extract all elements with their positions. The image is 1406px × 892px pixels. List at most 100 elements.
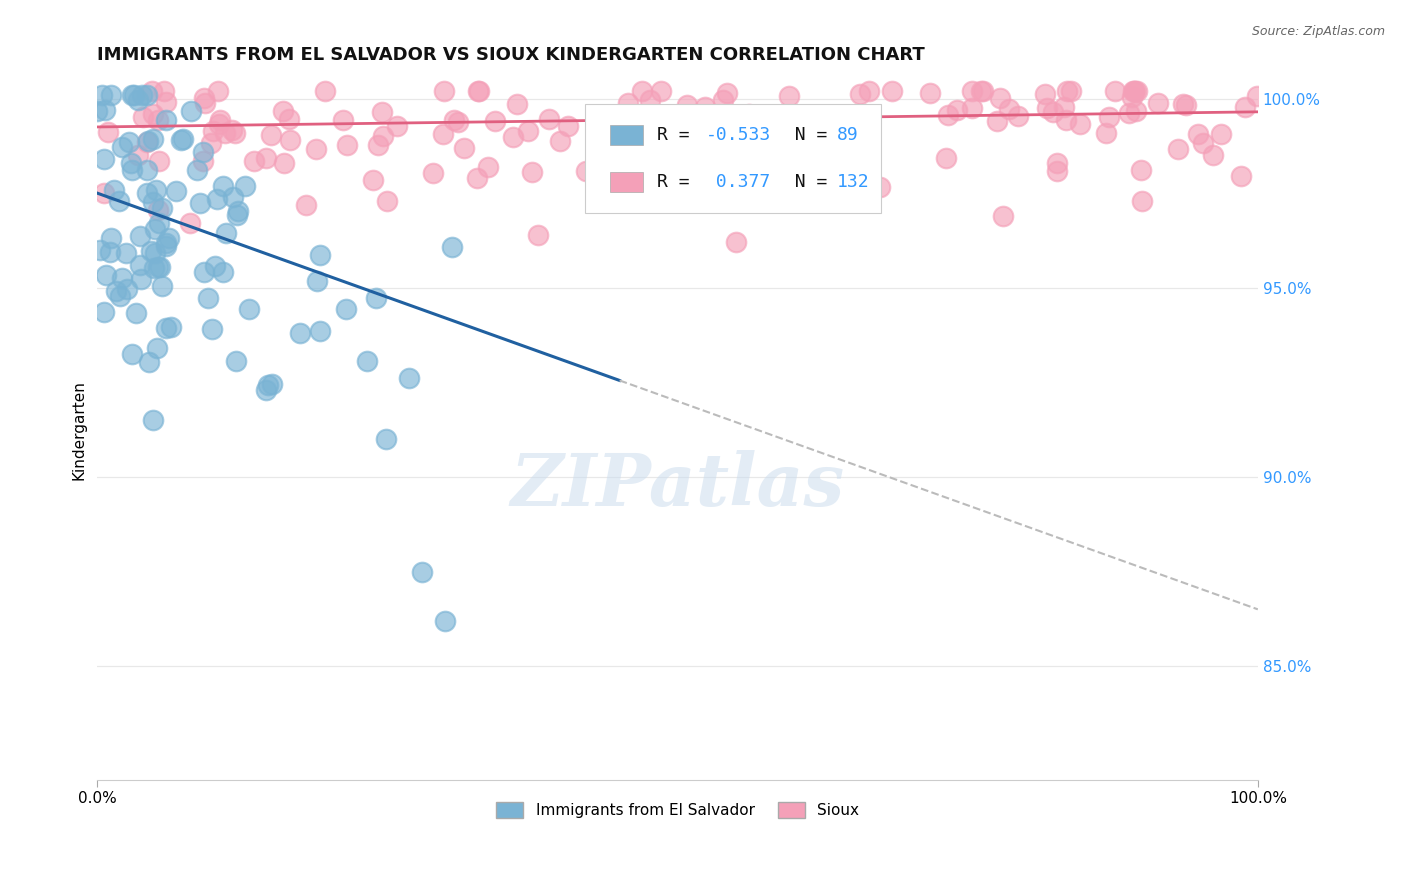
Point: [960, 84, 983, 98]
Point: [1007, 109, 1029, 123]
Point: [157, 231, 180, 245]
Point: [815, 109, 838, 123]
Point: [557, 119, 579, 133]
Point: [447, 115, 470, 129]
Point: [145, 183, 167, 197]
Point: [367, 138, 389, 153]
Point: [118, 136, 141, 150]
Point: [837, 162, 859, 177]
Point: [520, 165, 543, 179]
Point: [602, 149, 624, 163]
Point: [238, 302, 260, 317]
Point: [209, 112, 232, 127]
Point: [193, 154, 215, 169]
Point: [288, 326, 311, 340]
Point: [97, 125, 120, 139]
Point: [477, 160, 499, 174]
Point: [129, 272, 152, 286]
Point: [432, 127, 454, 141]
Point: [170, 132, 193, 146]
Point: [128, 228, 150, 243]
Point: [194, 95, 217, 110]
Point: [100, 87, 122, 102]
Point: [1233, 100, 1256, 114]
Point: [373, 128, 395, 143]
Text: R =: R =: [657, 173, 700, 191]
Point: [143, 245, 166, 260]
Point: [332, 112, 354, 127]
Point: [160, 320, 183, 334]
Point: [309, 248, 332, 262]
Point: [716, 86, 738, 100]
Point: [1211, 128, 1233, 142]
Point: [849, 87, 872, 102]
Point: [141, 131, 163, 145]
Point: [108, 289, 131, 303]
Point: [257, 377, 280, 392]
Point: [434, 614, 457, 628]
Point: [1167, 142, 1189, 156]
Point: [226, 204, 249, 219]
Point: [988, 91, 1011, 105]
Point: [197, 291, 219, 305]
Point: [1187, 127, 1209, 141]
Point: [1175, 98, 1198, 112]
Point: [100, 245, 122, 260]
Point: [96, 268, 118, 283]
Point: [733, 128, 755, 142]
Point: [998, 102, 1021, 116]
Text: Source: ZipAtlas.com: Source: ZipAtlas.com: [1251, 25, 1385, 38]
FancyBboxPatch shape: [610, 125, 643, 145]
Point: [127, 148, 149, 162]
Point: [793, 141, 815, 155]
Point: [277, 112, 299, 126]
Point: [1125, 103, 1147, 118]
Point: [179, 216, 201, 230]
Point: [149, 260, 172, 274]
Point: [111, 140, 134, 154]
Point: [136, 134, 159, 148]
Point: [136, 186, 159, 200]
Point: [221, 123, 243, 137]
Point: [146, 203, 169, 218]
Point: [1054, 112, 1077, 127]
Point: [356, 354, 378, 368]
Point: [212, 179, 235, 194]
Point: [243, 154, 266, 169]
Point: [214, 127, 236, 141]
Point: [1229, 169, 1251, 184]
Point: [155, 112, 177, 127]
Point: [86, 103, 108, 118]
Text: 0.377: 0.377: [706, 173, 770, 191]
Point: [991, 209, 1014, 223]
FancyBboxPatch shape: [610, 172, 643, 192]
Point: [468, 84, 491, 98]
Point: [131, 87, 153, 102]
Point: [273, 156, 295, 170]
Point: [1202, 148, 1225, 162]
Point: [254, 383, 277, 397]
Point: [136, 135, 159, 149]
Point: [254, 151, 277, 165]
Point: [121, 346, 143, 360]
Point: [858, 84, 880, 98]
Point: [484, 113, 506, 128]
Point: [617, 96, 640, 111]
Point: [377, 194, 399, 208]
Point: [1121, 89, 1143, 103]
Point: [631, 84, 654, 98]
Y-axis label: Kindergarten: Kindergarten: [72, 380, 86, 480]
Point: [695, 112, 717, 127]
Text: N =: N =: [773, 126, 838, 144]
Point: [527, 227, 550, 242]
Point: [295, 197, 318, 211]
Point: [623, 129, 645, 144]
Point: [207, 84, 229, 98]
Point: [882, 84, 904, 98]
Point: [271, 103, 294, 118]
Point: [1122, 84, 1144, 98]
Point: [936, 108, 959, 122]
Point: [141, 84, 163, 98]
Point: [314, 84, 336, 98]
Point: [575, 163, 598, 178]
